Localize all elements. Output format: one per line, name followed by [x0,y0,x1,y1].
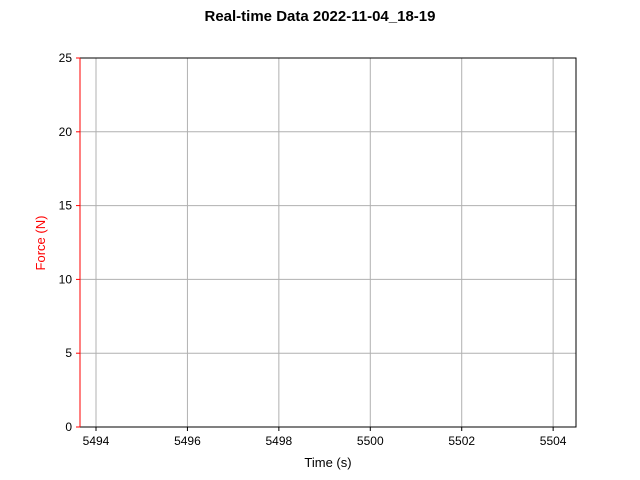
y-tick-label: 25 [59,51,73,65]
y-tick-label: 15 [59,199,73,213]
y-axis: 0 5 10 15 20 25 [59,51,80,434]
x-tick-label: 5500 [357,434,384,448]
y-tick-label: 20 [59,125,73,139]
y-tick-label: 10 [59,272,73,286]
x-tick-label: 5496 [174,434,201,448]
x-tick-label: 5498 [266,434,293,448]
x-axis-label: Time (s) [304,455,351,470]
x-axis: 5494 5496 5498 5500 5502 5504 [83,427,567,448]
grid [80,57,576,428]
y-axis-label: Force (N) [33,216,48,271]
chart-title: Real-time Data 2022-11-04_18-19 [205,8,436,25]
plot-area [79,57,577,428]
y-tick-label: 0 [65,420,72,434]
x-tick-label: 5494 [83,434,110,448]
y-tick-label: 5 [65,346,72,360]
x-tick-label: 5504 [540,434,567,448]
x-tick-label: 5502 [448,434,475,448]
